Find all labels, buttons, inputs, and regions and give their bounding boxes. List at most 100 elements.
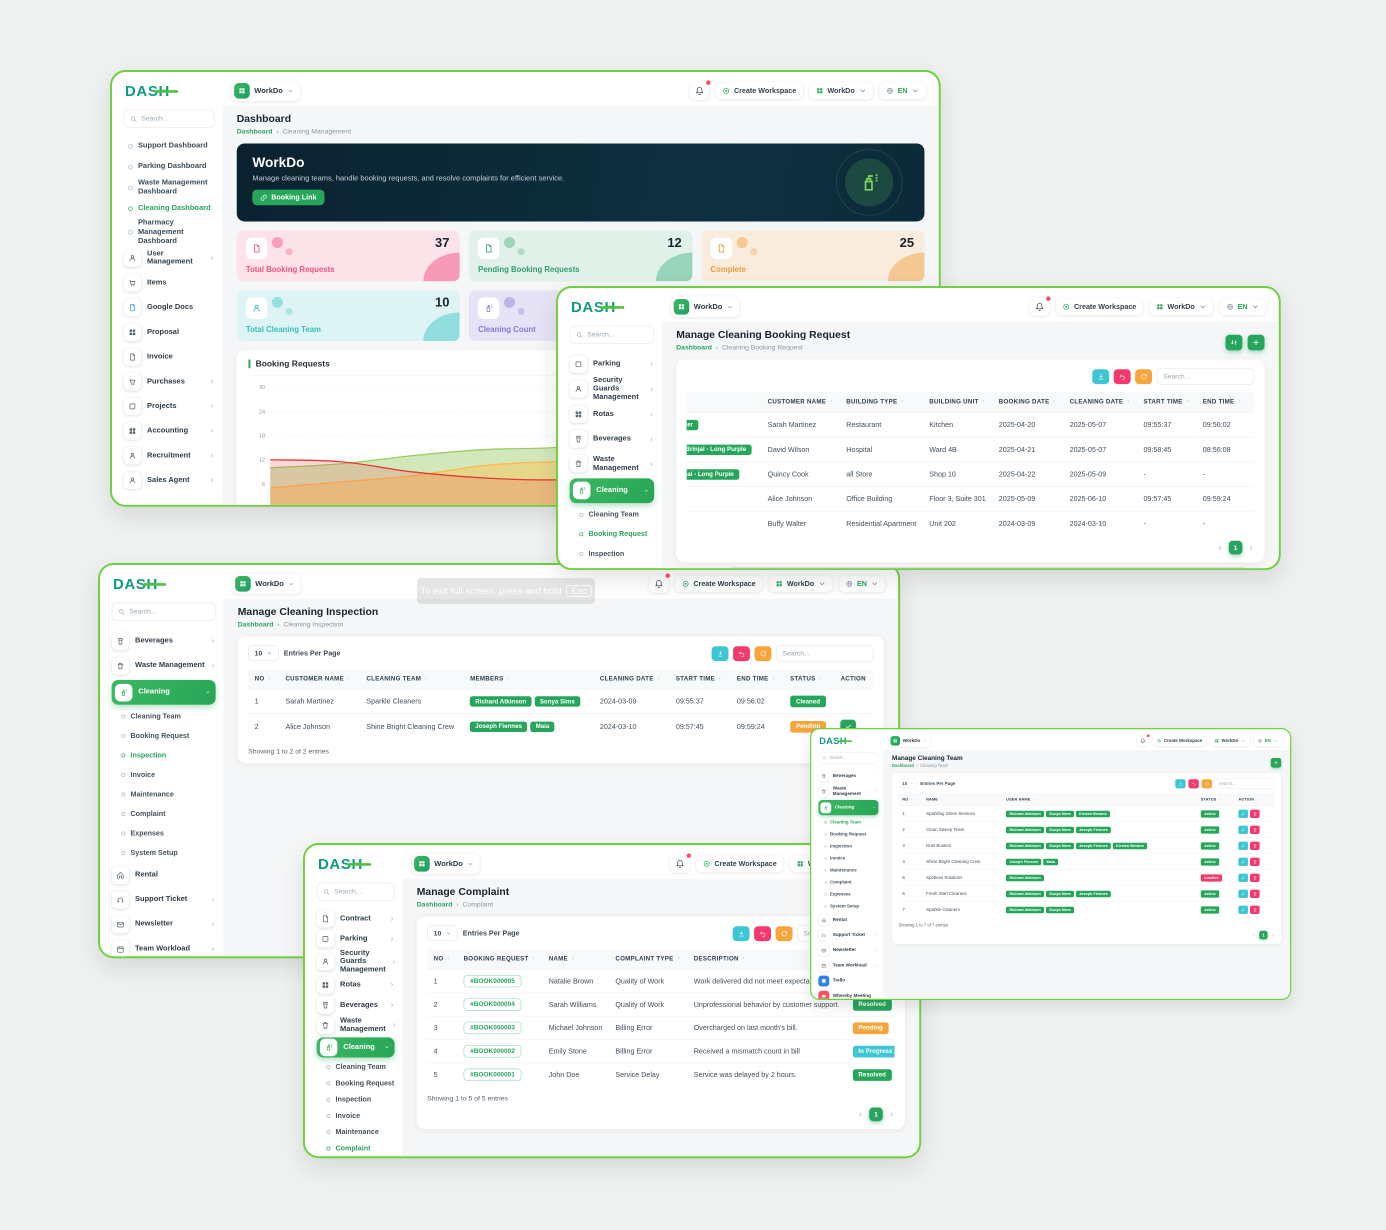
sidebar-item-items[interactable]: Items [123,270,215,295]
column-header[interactable]: NO [898,793,923,806]
language-menu[interactable]: EN [838,575,886,593]
pencil-button[interactable] [1238,873,1249,882]
column-header[interactable]: NO [248,668,279,690]
refresh-button[interactable] [775,925,793,941]
booking-link-button[interactable]: Booking Link [252,189,325,206]
pencil-button[interactable] [1238,809,1249,818]
column-header[interactable]: START TIME [669,668,731,690]
trash-button[interactable] [1250,889,1260,898]
sidebar-subitem-maintenance[interactable]: Maintenance [112,785,216,805]
column-header[interactable]: ACTION [834,668,874,690]
sidebar-subitem-invoice[interactable]: Invoice [317,1108,395,1124]
column-header[interactable]: BUILDING TYPE [839,391,923,413]
create-workspace-button[interactable]: Create Workspace [1055,298,1143,316]
notifications-button[interactable] [1136,733,1151,747]
breadcrumb-root[interactable]: Dashboard [416,900,453,909]
page-number[interactable]: 1 [869,1107,883,1122]
column-header[interactable]: NAME [542,948,609,970]
sidebar-item-google-docs[interactable]: Google Docs [123,295,215,320]
next-page-button[interactable] [1248,544,1255,551]
sidebar-item-waste-management-dashboard[interactable]: Waste Management Dashboard [124,177,215,198]
language-menu[interactable]: EN [1253,735,1282,746]
column-header[interactable]: NO [427,948,458,970]
trash-button[interactable] [1250,873,1260,882]
entries-select[interactable]: 10 [248,645,279,662]
sidebar-item-cleaning[interactable]: Cleaning [569,478,655,503]
sidebar-item-beverages[interactable]: Beverages [111,629,216,654]
create-workspace-button[interactable]: Create Workspace [715,82,803,100]
sidebar-item-projects[interactable]: Projects [123,394,215,419]
sidebar-item-parking[interactable]: Parking [569,352,655,377]
sidebar-item-parking-dashboard[interactable]: Parking Dashboard [124,156,215,177]
workspace-chip[interactable]: WorkDo [411,853,480,875]
column-header[interactable]: NAME [922,793,1003,806]
column-header[interactable]: CLEANING DATE [593,668,670,690]
booking-request-chip[interactable]: #BOOK000005 [463,974,522,988]
prev-page-button[interactable] [857,1111,864,1118]
workspace-menu[interactable]: WorkDo [1210,735,1250,746]
sidebar-item-cleaning[interactable]: Cleaning [818,800,879,816]
workspace-chip[interactable]: WorkDo [232,573,301,595]
column-header[interactable]: END TIME [730,668,784,690]
sidebar-item-parking[interactable]: Parking [316,929,395,949]
column-header[interactable]: ACTION [1234,793,1275,806]
sidebar-item-invoice[interactable]: Invoice [123,345,215,370]
sidebar-subitem-cleaning-team[interactable]: Cleaning Team [570,505,655,525]
sidebar-item-support-ticket[interactable]: Support Ticket [111,887,216,912]
horizontal-scrollbar[interactable] [676,567,1265,569]
sidebar-search-input[interactable]: Search... [111,602,216,621]
booking-request-chip[interactable]: #BOOK000001 [463,1068,522,1081]
sidebar-subitem-expenses[interactable]: Expenses [112,824,216,844]
pencil-button[interactable] [1238,857,1249,866]
sidebar-subitem-cleaning-team[interactable]: Cleaning Team [317,1059,395,1075]
column-header[interactable]: USER NAME [1002,793,1197,806]
sidebar-subitem-cleaning-team[interactable]: Cleaning Team [112,707,216,727]
next-page-button[interactable] [888,1111,895,1118]
sidebar-item-cleaning-dashboard[interactable]: Cleaning Dashboard [124,198,215,219]
entries-select[interactable]: 10 [898,778,918,789]
sidebar-item-pharmacy-management-dashboard[interactable]: Pharmacy Management Dashboard [124,219,215,246]
sidebar-item-support-dashboard[interactable]: Support Dashboard [124,136,215,157]
sidebar-subitem-complaint[interactable]: Complaint [818,876,878,888]
column-header[interactable]: CUSTOMER NAME [278,668,360,690]
sidebar-item-recruitment[interactable]: Recruitment [123,443,215,468]
breadcrumb-root[interactable]: Dashboard [892,763,914,769]
notifications-button[interactable] [1029,295,1052,316]
booking-request-chip[interactable]: #BOOK000004 [463,998,522,1011]
column-header[interactable]: CLEANING DATE [1063,391,1137,413]
sidebar-item-team-workload[interactable]: Team Workload [818,958,878,973]
sidebar-subitem-system-setup[interactable]: System Setup [112,843,216,863]
undo-button[interactable] [754,925,771,941]
sidebar-subitem-complaint[interactable]: Complaint [317,1140,395,1156]
column-header[interactable]: MEMBERS [463,668,594,690]
sidebar-item-whereby-meeting[interactable]: Whereby Meeting [818,988,878,999]
sidebar-item-sales-agent[interactable]: Sales Agent [123,468,215,493]
pencil-button[interactable] [1238,841,1249,850]
sidebar-search-input[interactable]: Search... [818,752,879,764]
column-header[interactable]: DESCRIPTION [687,948,847,970]
sidebar-subitem-booking-request[interactable]: Booking Request [570,524,655,544]
pencil-button[interactable] [1238,905,1249,914]
trash-button[interactable] [1250,841,1260,850]
page-number[interactable]: 1 [1259,930,1268,940]
breadcrumb-root[interactable]: Dashboard [236,127,273,136]
create-workspace-button[interactable]: Create Workspace [675,575,763,593]
workspace-chip[interactable]: WorkDo [671,296,740,318]
sidebar-item-waste-management[interactable]: Waste Management [569,452,655,477]
column-header[interactable]: CUSTOMER NAME [761,391,840,413]
sidebar-subitem-cleaning-team[interactable]: Cleaning Team [818,816,878,828]
column-header[interactable]: BOOKING REQUEST [457,948,543,970]
pencil-button[interactable] [1238,825,1249,834]
sidebar-subitem-expenses[interactable]: Expenses [818,888,878,900]
prev-page-button[interactable] [1252,933,1256,937]
column-header[interactable]: BUILDING UNIT [922,391,993,413]
create-workspace-button[interactable]: Create Workspace [1152,735,1207,746]
sidebar-subitem-invoice[interactable]: Invoice [570,563,655,568]
booking-request-chip[interactable]: #BOOK000002 [463,1045,522,1058]
undo-button[interactable] [1113,368,1131,384]
language-menu[interactable]: EN [1219,298,1266,316]
sidebar-search-input[interactable]: Search... [123,109,215,128]
trash-button[interactable] [1250,905,1260,914]
sidebar-search-input[interactable]: Search... [316,882,395,901]
sidebar-item-beverages[interactable]: Beverages [569,427,655,452]
